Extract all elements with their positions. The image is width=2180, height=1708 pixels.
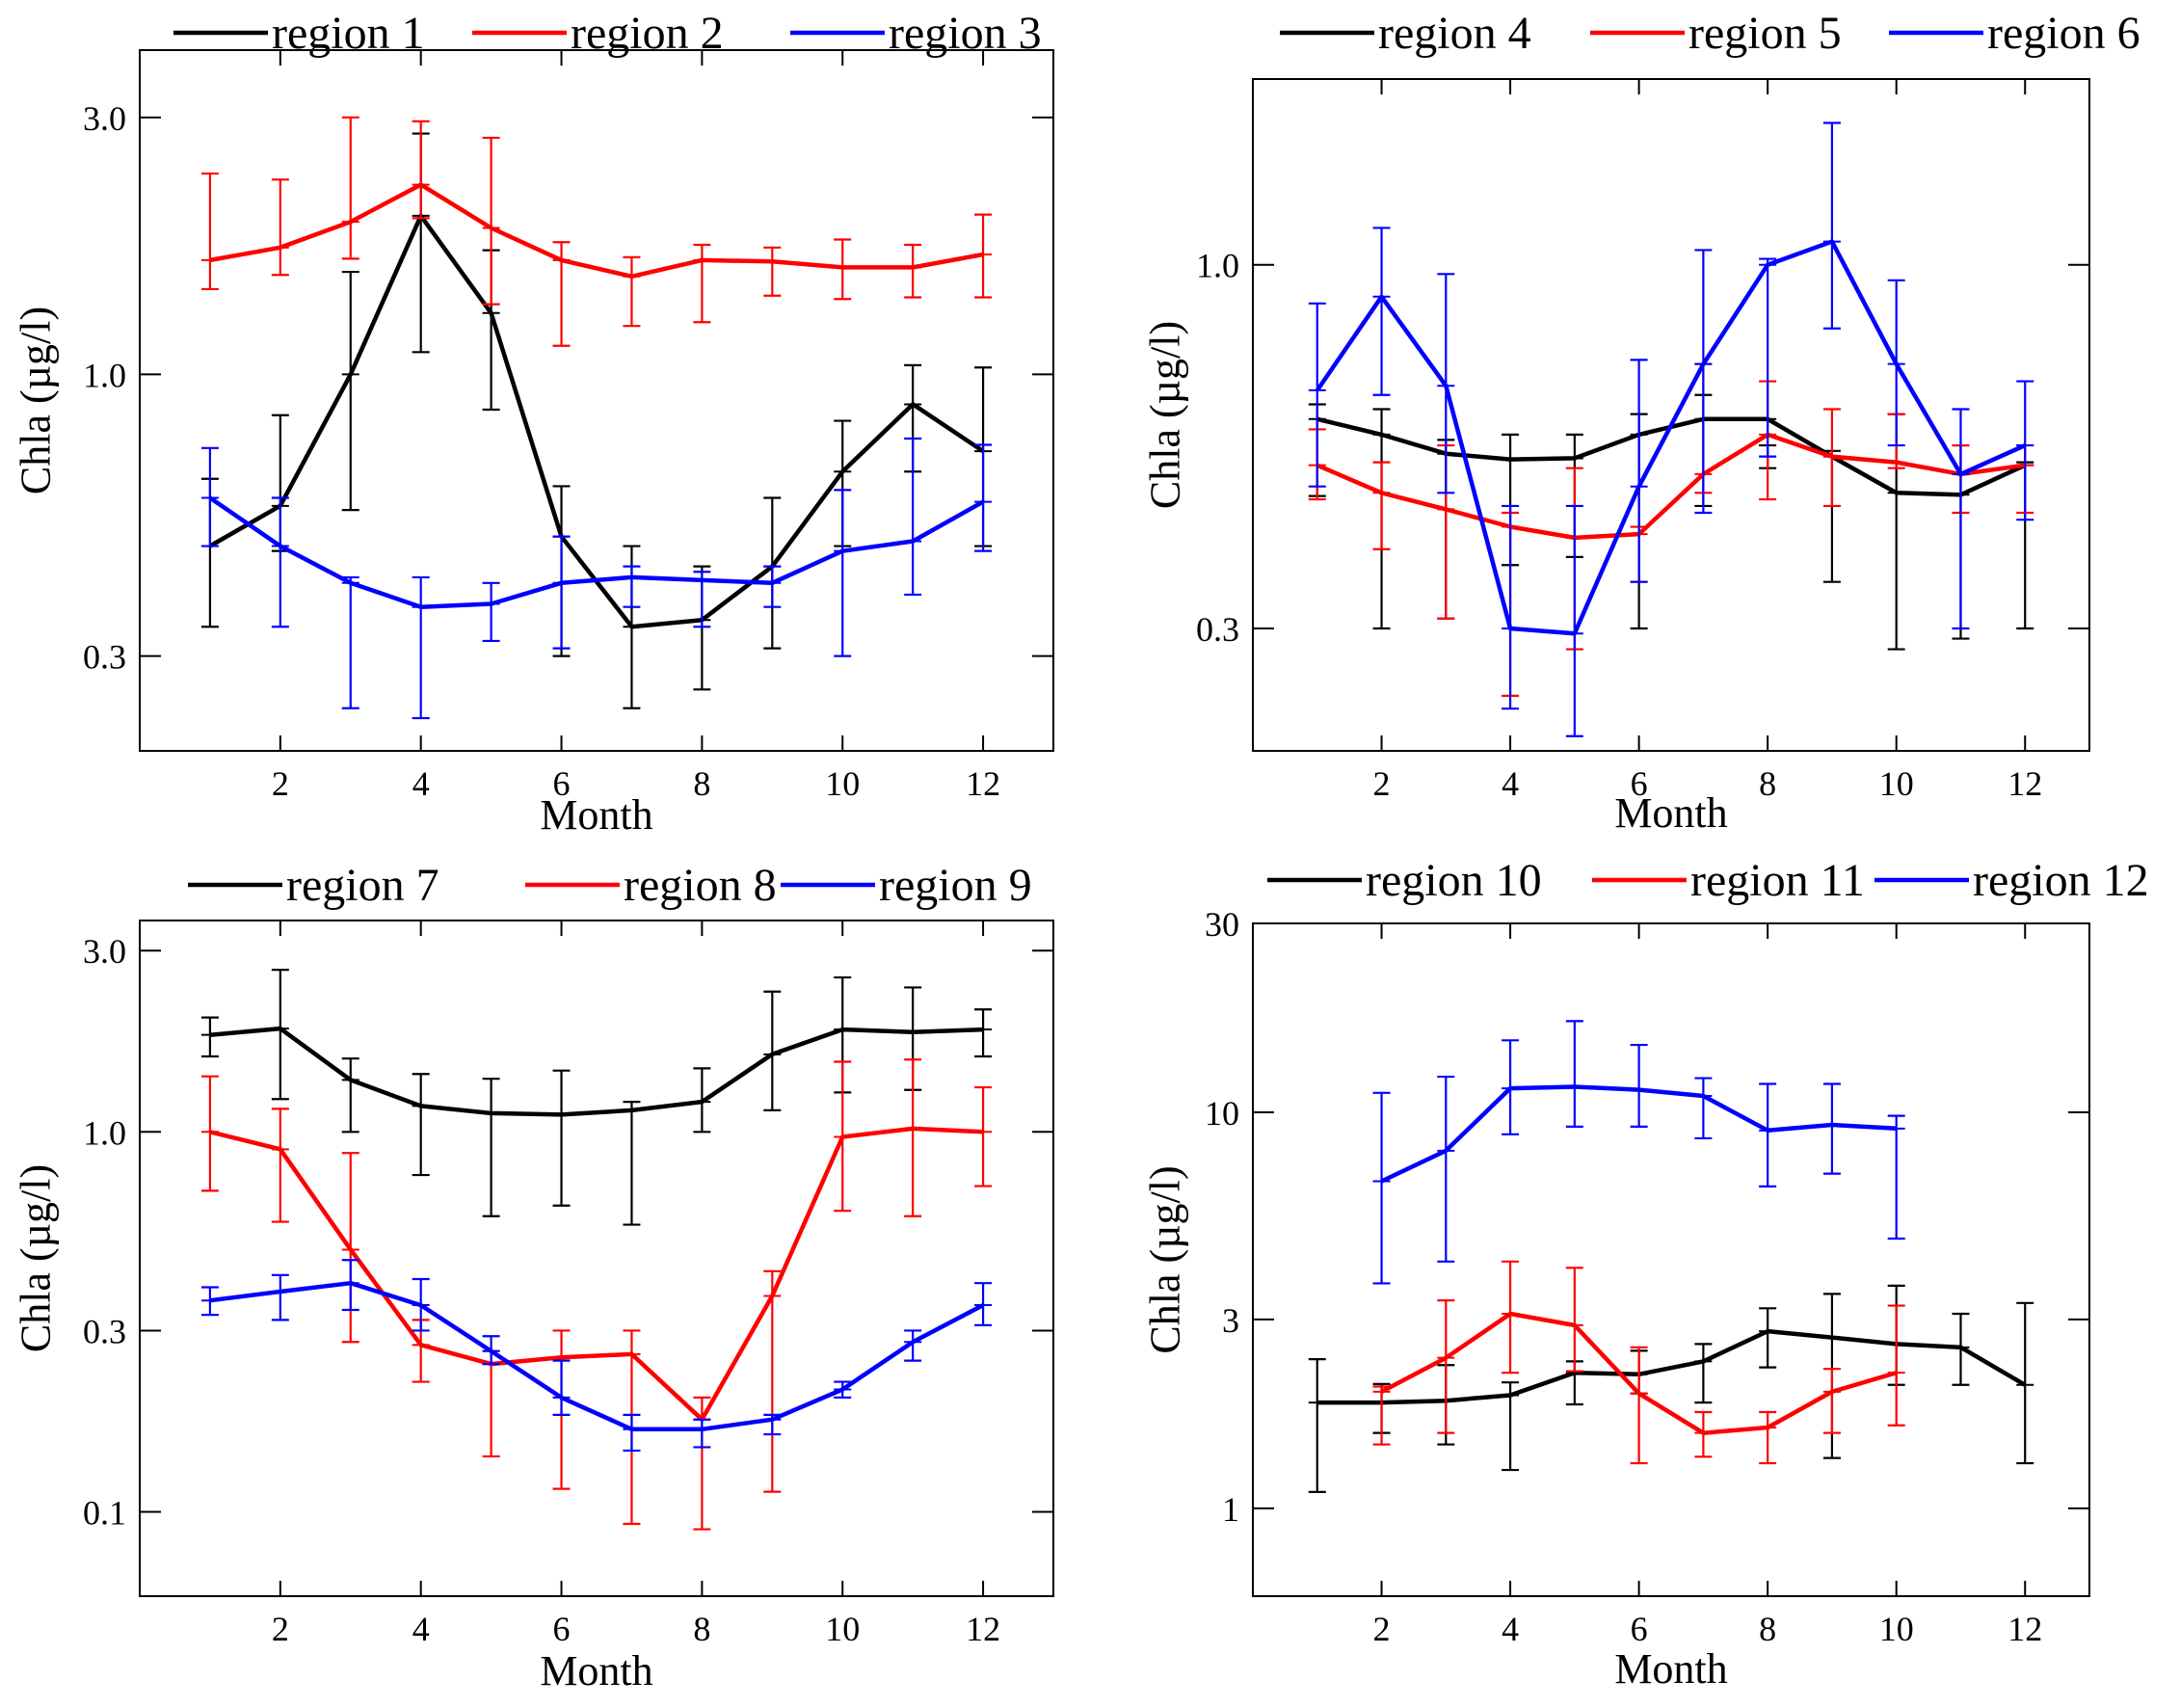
x-tick-label: 2 — [1373, 1610, 1391, 1648]
y-axis-title: Chla (µg/l) — [12, 307, 59, 494]
x-axis-title: Month — [540, 1647, 652, 1695]
legend-label: region 3 — [889, 8, 1042, 59]
y-tick-label: 1.0 — [83, 356, 126, 394]
x-tick-label: 6 — [553, 1610, 571, 1648]
legend-label: region 7 — [286, 860, 439, 911]
series-line — [1316, 1328, 2027, 1405]
series-region-6 — [1308, 121, 2034, 737]
legend-label: region 6 — [1987, 8, 2140, 59]
series-region-1 — [200, 132, 993, 709]
series-region-8 — [200, 1058, 993, 1531]
x-tick-label: 8 — [1759, 764, 1776, 803]
y-tick-label: 30 — [1205, 905, 1239, 944]
plot-frame — [1252, 922, 2090, 1597]
y-axis-title: Chla (µg/l) — [12, 1164, 59, 1352]
legend-label: region 5 — [1688, 8, 1842, 59]
x-tick-label: 12 — [2007, 1610, 2042, 1648]
x-tick-label: 6 — [1631, 764, 1648, 803]
series-region-12 — [1372, 1020, 1905, 1285]
legend-label: region 2 — [571, 8, 724, 59]
plot-frame — [139, 49, 1054, 752]
x-tick-label: 2 — [272, 764, 289, 803]
x-tick-label: 6 — [553, 764, 571, 803]
series-line — [1316, 432, 2026, 541]
x-axis-title: Month — [1614, 1645, 1727, 1693]
x-tick-label: 8 — [693, 1610, 710, 1648]
series-region-3 — [200, 437, 993, 720]
y-tick-label: 3.0 — [83, 99, 126, 138]
series-region-10 — [1308, 1284, 2034, 1493]
y-axis-title: Chla (µg/l) — [1141, 321, 1188, 509]
x-axis-title: Month — [540, 791, 652, 839]
series-line — [209, 1026, 984, 1117]
legend-label: region 1 — [272, 8, 425, 59]
x-tick-label: 8 — [1759, 1610, 1776, 1648]
series-line — [1315, 239, 2027, 636]
y-tick-label: 3 — [1222, 1301, 1239, 1340]
series-line — [208, 495, 985, 609]
x-tick-label: 10 — [1879, 764, 1914, 803]
x-tick-label: 8 — [693, 764, 710, 803]
plot-frame — [1252, 78, 2090, 752]
y-tick-label: 3.0 — [83, 932, 126, 971]
series-line — [209, 1126, 984, 1422]
chart-panel-1: 2 4 6 8 10 12 0.3 1.0 3.0 Month Chla (µg/l) region … — [12, 8, 1054, 839]
legend-label: region 11 — [1690, 855, 1865, 906]
chart-panel-4: 2 4 6 8 10 12 1 3 10 30 Month Chla (µg/l) region 10 r… — [1141, 855, 2148, 1693]
x-tick-label: 10 — [825, 764, 860, 803]
series-region-4 — [1308, 393, 2034, 651]
x-tick-label: 10 — [825, 1610, 860, 1648]
y-tick-label: 10 — [1205, 1094, 1239, 1133]
y-axis-title: Chla (µg/l) — [1141, 1165, 1188, 1353]
x-tick-label: 2 — [1373, 764, 1391, 803]
series-line — [1316, 416, 2027, 497]
series-region-2 — [200, 116, 993, 347]
series-region-9 — [200, 1259, 993, 1453]
y-tick-label: 1.0 — [1196, 247, 1239, 285]
x-tick-label: 4 — [412, 764, 430, 803]
x-tick-label: 4 — [412, 1610, 430, 1648]
y-tick-label: 0.3 — [1196, 610, 1239, 649]
x-tick-label: 4 — [1502, 764, 1519, 803]
x-tick-label: 12 — [966, 1610, 1000, 1648]
series-line — [209, 1280, 985, 1432]
chart-panel-3: 2 4 6 8 10 12 0.1 0.3 1.0 3.0 Month Chla (µg/l) regi… — [12, 860, 1054, 1695]
series-region-11 — [1372, 1260, 1905, 1465]
y-tick-label: 1 — [1222, 1490, 1239, 1529]
legend-label: region 8 — [624, 860, 777, 911]
legend-label: region 9 — [879, 860, 1032, 911]
y-tick-label: 0.3 — [83, 638, 126, 677]
plot-frame — [139, 920, 1054, 1597]
x-tick-label: 10 — [1879, 1610, 1914, 1648]
x-tick-label: 4 — [1502, 1610, 1519, 1648]
series-line — [208, 213, 985, 629]
y-tick-label: 1.0 — [83, 1113, 126, 1152]
legend-label: region 4 — [1378, 8, 1531, 59]
y-tick-label: 0.1 — [83, 1494, 126, 1533]
x-tick-label: 12 — [966, 764, 1000, 803]
chart-panel-2: 2 4 6 8 10 12 0.3 1.0 Month Chla (µg/l) region 4 re… — [1141, 8, 2140, 837]
series-region-7 — [200, 969, 993, 1226]
legend-label: region 10 — [1366, 855, 1542, 906]
legend-label: region 12 — [1973, 855, 2149, 906]
y-tick-label: 0.3 — [83, 1312, 126, 1350]
x-tick-label: 6 — [1631, 1610, 1648, 1648]
x-tick-label: 2 — [272, 1610, 289, 1648]
series-line — [209, 182, 984, 280]
x-tick-label: 12 — [2007, 764, 2042, 803]
x-axis-title: Month — [1614, 789, 1727, 837]
